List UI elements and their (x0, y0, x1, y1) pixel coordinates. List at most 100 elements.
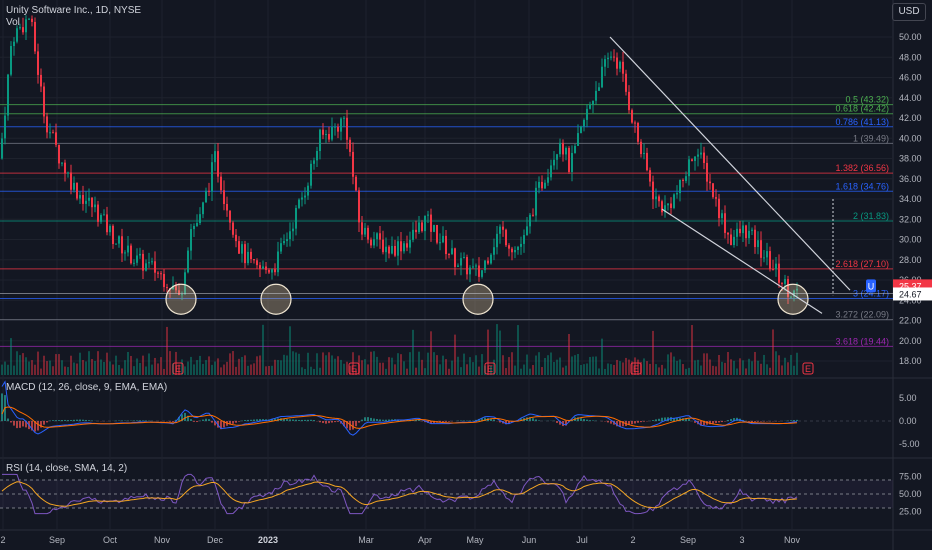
candle-body (232, 222, 234, 235)
macd-histogram-bar (172, 421, 174, 422)
volume-bar (304, 368, 306, 375)
volume-bar (550, 352, 552, 375)
candle-body (226, 203, 228, 211)
macd-histogram-bar (430, 421, 432, 424)
volume-bar (706, 353, 708, 375)
candle-body (190, 229, 192, 251)
volume-bar (745, 368, 747, 375)
candle-body (94, 204, 96, 208)
candle-body (748, 230, 750, 239)
macd-histogram-bar (52, 420, 54, 421)
macd-histogram-bar (1, 393, 3, 421)
volume-bar (460, 367, 462, 375)
volume-bar (715, 366, 717, 375)
volume-bar (421, 359, 423, 375)
candle-body (676, 193, 678, 195)
candle-body (37, 51, 39, 75)
macd-histogram-bar (220, 421, 222, 430)
macd-histogram-bar (790, 420, 792, 421)
candle-body (583, 119, 585, 127)
volume-bar (394, 364, 396, 375)
macd-histogram-bar (580, 418, 582, 421)
volume-bar (721, 361, 723, 375)
macd-histogram-bar (10, 421, 12, 423)
macd-histogram-bar (313, 420, 315, 421)
candle-body (553, 159, 555, 166)
candle-body (511, 248, 513, 253)
candle-body (547, 177, 549, 183)
candle-body (217, 151, 219, 177)
volume-bar (598, 368, 600, 375)
candle-body (106, 214, 108, 233)
volume-bar (376, 356, 378, 375)
candle-body (55, 132, 57, 145)
candle-body (334, 126, 336, 128)
volume-bar (679, 359, 681, 375)
candle-body (613, 56, 615, 58)
candle-body (499, 226, 501, 234)
candle-body (118, 236, 120, 244)
volume-bar (724, 362, 726, 375)
price-tick-label: 50.00 (899, 32, 922, 42)
volume-bar (169, 351, 171, 375)
candle-body (52, 132, 54, 134)
volume-bar (319, 367, 321, 375)
volume-bar (502, 355, 504, 375)
volume-bar (604, 368, 606, 375)
volume-bar (364, 359, 366, 375)
volume-bar (739, 358, 741, 375)
price-tick-label: 42.00 (899, 113, 922, 123)
candle-body (640, 141, 642, 155)
candle-body (64, 162, 66, 174)
volume-bar (688, 367, 690, 375)
candle-body (304, 195, 306, 198)
x-tick-label: May (466, 535, 484, 545)
candle-body (343, 117, 345, 119)
macd-histogram-bar (493, 419, 495, 421)
macd-histogram-bar (73, 419, 75, 421)
currency-button[interactable]: USD (892, 3, 926, 21)
candle-body (376, 233, 378, 240)
volume-bar (232, 351, 234, 375)
macd-histogram-bar (661, 417, 663, 421)
volume-bar (40, 368, 42, 375)
price-tick-label: 20.00 (899, 336, 922, 346)
macd-histogram-bar (55, 420, 57, 421)
volume-bar (601, 338, 603, 375)
volume-bar (145, 366, 147, 375)
volume-label: Vol (6, 17, 20, 28)
macd-histogram-bar (712, 421, 714, 424)
candle-body (382, 239, 384, 253)
macd-histogram-bar (298, 419, 300, 421)
macd-histogram-bar (139, 420, 141, 421)
candle-body (679, 179, 681, 194)
volume-bar (541, 367, 543, 375)
macd-histogram-bar (721, 421, 723, 423)
volume-bar (568, 333, 570, 375)
candle-body (766, 251, 768, 258)
macd-histogram-bar (262, 419, 264, 421)
candle-body (472, 266, 474, 268)
macd-histogram-bar (343, 421, 345, 427)
macd-histogram-bar (484, 417, 486, 421)
volume-bar (607, 363, 609, 375)
macd-histogram-bar (136, 420, 138, 421)
volume-bar (313, 368, 315, 375)
candle-body (409, 239, 411, 248)
fib-level-label: 0.786 (41.13) (835, 117, 889, 127)
volume-bar (250, 364, 252, 375)
candle-body (235, 234, 237, 242)
x-tick-label: 2 (630, 535, 635, 545)
macd-histogram-bar (703, 421, 705, 426)
volume-bar (418, 351, 420, 375)
macd-histogram-bar (415, 419, 417, 421)
volume-bar (436, 355, 438, 375)
volume-bar (226, 361, 228, 375)
candle-body (346, 117, 348, 140)
volume-bar (451, 360, 453, 375)
candle-body (796, 288, 798, 291)
candle-body (502, 226, 504, 230)
candle-body (28, 18, 30, 20)
fib-level-label: 1.382 (36.56) (835, 163, 889, 173)
